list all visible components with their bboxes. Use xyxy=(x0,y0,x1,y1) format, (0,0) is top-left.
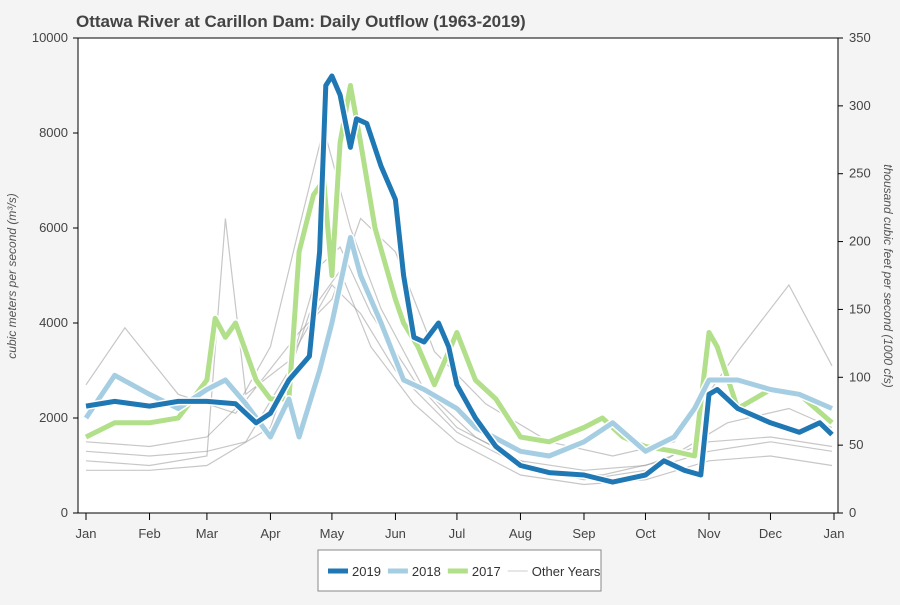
x-tick-label: Jul xyxy=(449,526,466,541)
series-line-2019 xyxy=(85,73,834,485)
x-tick-label: Oct xyxy=(635,526,656,541)
y-tick-label: 0 xyxy=(61,505,68,520)
y-tick-label: 8000 xyxy=(39,125,68,140)
legend-label: Other Years xyxy=(532,564,601,579)
y-right-tick-label: 150 xyxy=(849,301,871,316)
x-tick-label: Jun xyxy=(385,526,406,541)
y-right-tick-label: 50 xyxy=(849,437,863,452)
x-tick-label: Jan xyxy=(76,526,97,541)
x-tick-label: Aug xyxy=(509,526,532,541)
y-tick-label: 4000 xyxy=(39,315,68,330)
chart-title: Ottawa River at Carillon Dam: Daily Outf… xyxy=(76,12,526,31)
y-tick-label: 10000 xyxy=(32,30,68,45)
legend-label: 2017 xyxy=(472,564,501,579)
x-tick-label: Sep xyxy=(572,526,595,541)
x-tick-label: Feb xyxy=(138,526,160,541)
x-tick-label: May xyxy=(320,526,345,541)
legend: 2019 2018 2017 Other Years xyxy=(317,549,602,592)
y-right-tick-label: 100 xyxy=(849,369,871,384)
x-tick-label: Nov xyxy=(697,526,721,541)
y-axis-label-right: thousand cubic feet per second (1000 cfs… xyxy=(881,164,895,387)
y-tick-label: 2000 xyxy=(39,410,68,425)
plot-area xyxy=(78,38,838,513)
series-line-other-year xyxy=(85,128,833,476)
y-right-tick-label: 0 xyxy=(849,505,856,520)
axes: 0 2000 4000 6000 8000 10000 0 50 100 150 200 250 300… xyxy=(32,30,871,541)
y-right-tick-label: 300 xyxy=(849,98,871,113)
legend-label: 2018 xyxy=(412,564,441,579)
y-right-tick-label: 350 xyxy=(849,30,871,45)
y-right-tick-label: 250 xyxy=(849,166,871,181)
y-right-tick-label: 200 xyxy=(849,234,871,249)
series-line-2017 xyxy=(84,83,834,459)
legend-label: 2019 xyxy=(352,564,381,579)
y-axis-label: cubic meters per second (m³/s) xyxy=(5,193,19,358)
x-tick-label: Mar xyxy=(196,526,219,541)
x-tick-label: Jan xyxy=(824,526,845,541)
y-tick-label: 6000 xyxy=(39,220,68,235)
series-line-2018 xyxy=(83,235,833,459)
highlight-lines xyxy=(82,72,835,487)
x-tick-label: Apr xyxy=(260,526,281,541)
x-tick-label: Dec xyxy=(759,526,783,541)
